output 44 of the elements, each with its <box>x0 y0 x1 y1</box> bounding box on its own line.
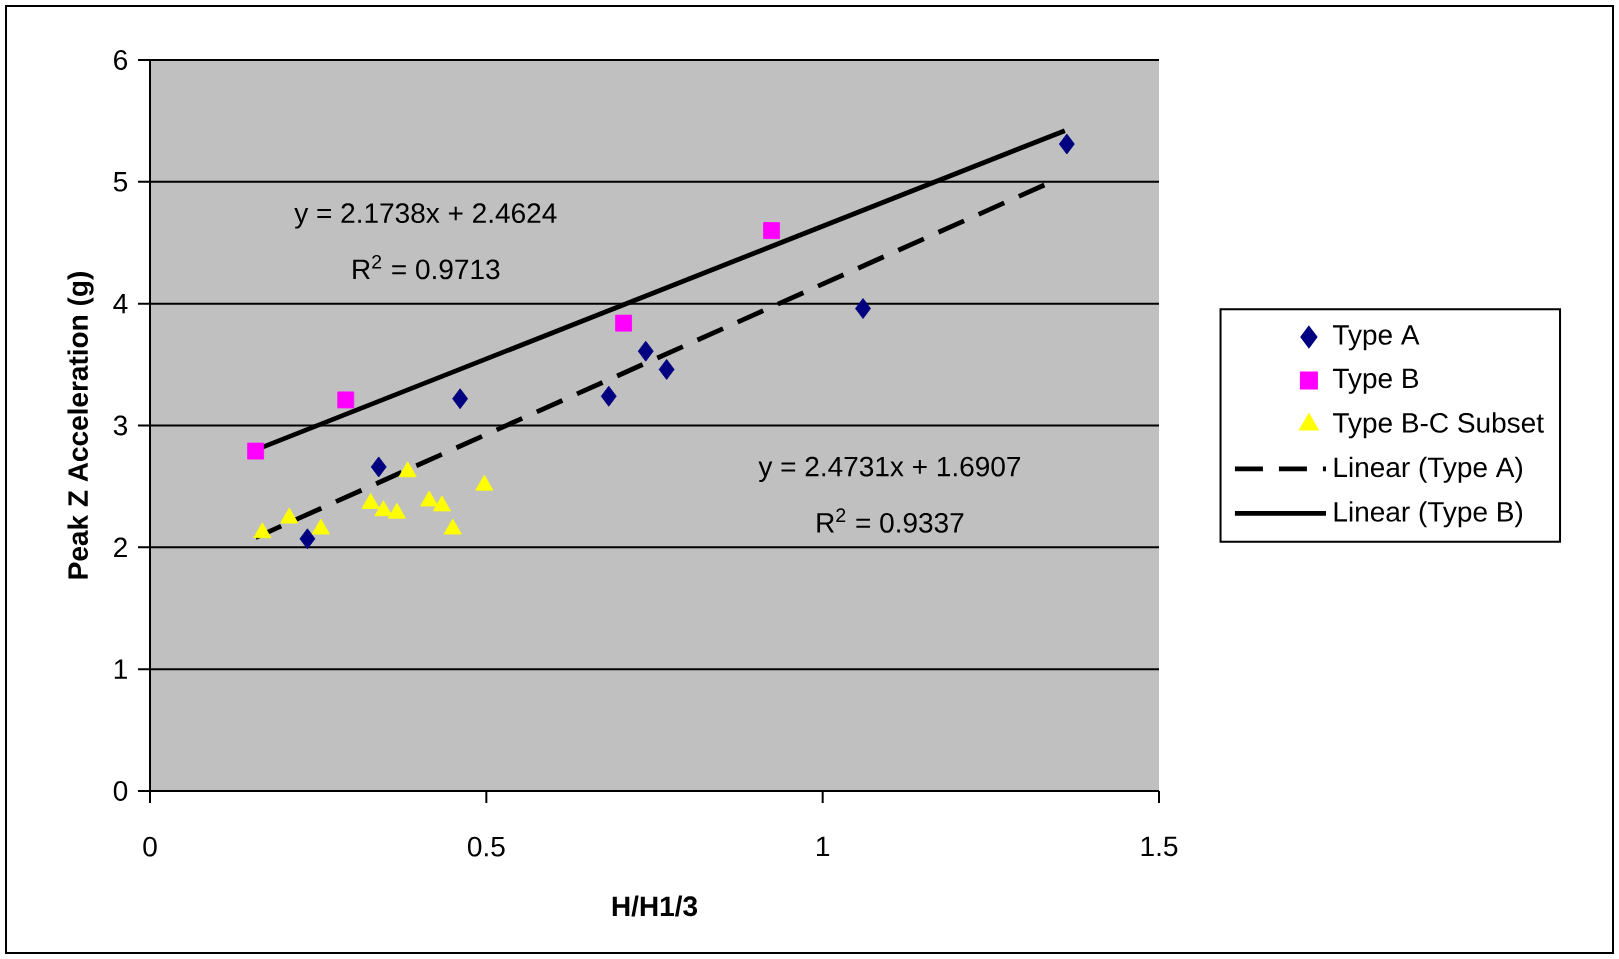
legend-label: Type B <box>1333 368 1419 394</box>
point <box>658 359 675 380</box>
point <box>370 456 387 478</box>
point <box>387 502 406 519</box>
point <box>600 385 617 407</box>
y-tick-label: 0 <box>113 781 128 801</box>
x-tick-label: 0 <box>143 836 157 857</box>
point <box>374 500 393 517</box>
y-axis-title: Peak Z Acceleration (g) <box>67 272 94 579</box>
y-tick-label: 3 <box>113 415 128 436</box>
point <box>763 222 780 239</box>
point <box>637 340 654 362</box>
point <box>432 495 451 512</box>
point <box>280 507 299 524</box>
point <box>443 518 462 535</box>
annotation: y = 2.4731x + 1.6907 <box>758 456 1021 483</box>
legend-label: Type A <box>1333 325 1420 351</box>
point <box>253 522 272 539</box>
y-tick-label: 2 <box>114 537 127 558</box>
x-tick-label: 0.5 <box>467 836 505 857</box>
legend-label: Linear (Type A) <box>1334 456 1523 483</box>
point <box>1058 133 1075 155</box>
point <box>615 314 632 332</box>
annotation: R$^{2}$ = 0.9713 <box>353 254 500 280</box>
annotation: y = 2.1738x + 2.4624 <box>294 203 557 229</box>
y-tick-label: 4 <box>113 294 128 314</box>
y-tick-label: 5 <box>113 172 128 192</box>
legend-label: Type B-C Subset <box>1333 412 1544 439</box>
point <box>311 518 330 535</box>
point <box>420 490 439 507</box>
y-tick-label: 6 <box>114 50 128 70</box>
point <box>361 493 380 509</box>
legend-label: Linear (Type B) <box>1334 501 1523 528</box>
point <box>855 298 871 319</box>
point <box>452 388 469 410</box>
point <box>337 391 355 409</box>
point <box>247 442 265 460</box>
x-axis-title: H/H1/3 <box>612 895 698 917</box>
x-tick-label: 1 <box>817 836 830 856</box>
point <box>398 461 417 478</box>
point <box>475 474 494 491</box>
x-tick-label: 1.5 <box>1141 836 1178 857</box>
annotation: R$^{2}$ = 0.9337 <box>817 508 964 533</box>
y-tick-label: 1 <box>114 659 127 679</box>
